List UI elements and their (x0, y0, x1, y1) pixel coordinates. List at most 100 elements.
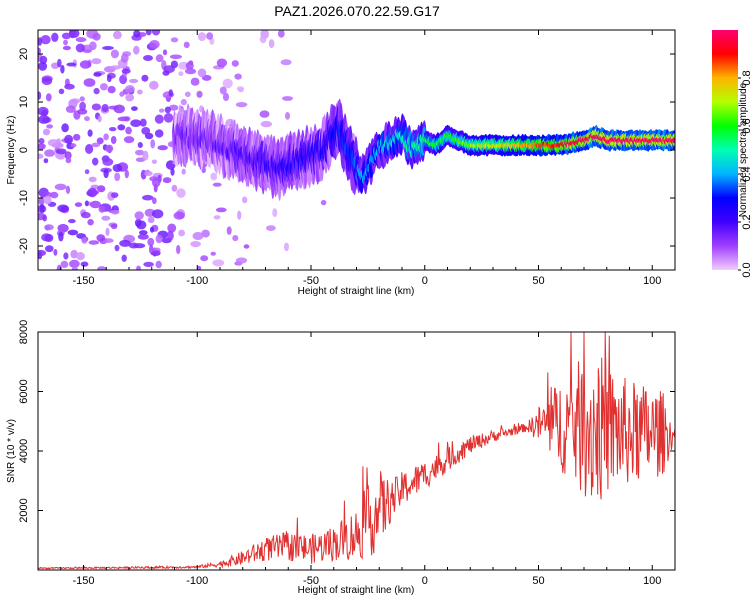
heatmap-noise-cell (111, 192, 119, 199)
heatmap-noise-cell (69, 259, 80, 268)
heatmap-noise-cell (180, 98, 187, 106)
x-tick-label: -50 (303, 275, 319, 287)
x-tick-label: 100 (643, 575, 661, 587)
heatmap-noise-cell (93, 72, 102, 77)
heatmap-noise-cell (242, 196, 248, 204)
heatmap-noise-cell (100, 83, 108, 91)
heatmap-noise-cell (50, 191, 59, 199)
heatmap-noise-cell (237, 210, 242, 220)
heatmap-noise-cell (58, 88, 65, 95)
heatmap-noise-cell (176, 188, 186, 198)
heatmap-noise-cell (70, 143, 77, 148)
heatmap-noise-cell (121, 53, 129, 63)
heatmap-noise-cell (125, 126, 132, 135)
heatmap-noise-cell (40, 35, 51, 45)
heatmap-noise-cell (113, 104, 125, 114)
heatmap-noise-cell (171, 184, 178, 192)
heatmap-noise-cell (53, 249, 58, 256)
colorbar-tick-label: 0.6 (741, 118, 750, 133)
y-tick-label: 8000 (18, 320, 30, 344)
heatmap-noise-cell (121, 68, 131, 74)
heatmap-noise-cell (80, 211, 91, 219)
heatmap-noise-cell (232, 235, 239, 242)
heatmap-noise-cell (190, 241, 201, 248)
heatmap-noise-cell (96, 234, 106, 242)
heatmap-noise-cell (43, 195, 52, 205)
heatmap-noise-cell (141, 126, 151, 135)
heatmap-noise-cell (66, 62, 77, 67)
heatmap-noise-cell (77, 108, 88, 115)
heatmap-noise-cell (44, 234, 54, 242)
heatmap-noise-cell (213, 215, 221, 220)
snr-y-label: SNR (10 * v/v) (6, 419, 17, 483)
heatmap-noise-cell (119, 74, 128, 85)
heatmap-noise-cell (260, 120, 272, 128)
heatmap-noise-cell (135, 157, 146, 162)
heatmap-noise-cell (129, 78, 139, 84)
heatmap-noise-cell (133, 45, 140, 55)
heatmap-noise-cell (110, 136, 117, 144)
heatmap-noise-cell (103, 168, 109, 179)
heatmap-noise-cell (60, 260, 69, 268)
heatmap-noise-cell (45, 245, 54, 253)
heatmap-noise-cell (206, 32, 214, 40)
heatmap-noise-cell (155, 54, 164, 63)
heatmap-noise-cell (106, 74, 112, 83)
heatmap-noise-cell (103, 133, 109, 141)
heatmap-noise-cell (87, 219, 94, 226)
heatmap-noise-cell (149, 40, 160, 49)
heatmap-noise-cell (61, 123, 69, 133)
heatmap-noise-cell (113, 30, 122, 40)
heatmap-noise-cell (65, 185, 71, 194)
heatmap-noise-cell (97, 266, 107, 270)
heatmap-noise-cell (144, 170, 153, 177)
snr-x-ticks: -150 -100 -50 0 50 100 (37, 332, 676, 587)
heatmap-noise-cell (81, 237, 88, 244)
heatmap-noise-cell (210, 251, 216, 256)
heatmap-noise-cell (259, 110, 270, 118)
heatmap-noise-cell (109, 127, 117, 132)
heatmap-noise-cell (266, 225, 276, 232)
x-tick-label: 0 (422, 275, 428, 287)
heatmap-noise-cell (43, 158, 49, 164)
heatmap-noise-cell (151, 30, 161, 36)
heatmap-noise-cell (38, 37, 43, 46)
heatmap-noise-cell (57, 58, 62, 68)
heatmap-noise-cell (102, 46, 114, 50)
colorbar-tick-label: 0.4 (741, 166, 750, 181)
heatmap-noise-cell (84, 169, 90, 175)
heatmap-noise-cell (135, 149, 145, 156)
heatmap-noise-cell (197, 265, 202, 270)
heatmap-noise-cell (87, 190, 99, 195)
heatmap-noise-cell (38, 47, 41, 55)
x-tick-label: -150 (72, 575, 94, 587)
heatmap-noise-cell (222, 92, 230, 102)
heatmap-noise-cell (149, 80, 159, 90)
spectrogram-x-ticks: -150 -100 -50 0 50 100 (37, 30, 676, 287)
heatmap-noise-cell (210, 172, 218, 181)
heatmap-noise-cell (47, 139, 60, 147)
colorbar: 0.0 0.2 0.4 0.6 0.8 Normalized spectral ampl… (712, 30, 750, 278)
heatmap-noise-cell (231, 60, 239, 67)
y-tick-label: 6000 (18, 379, 30, 403)
heatmap-noise-cell (75, 37, 87, 43)
heatmap-noise-cell (149, 226, 155, 233)
heatmap-noise-cell (181, 168, 186, 175)
heatmap-noise-cell (176, 244, 181, 255)
x-tick-label: 100 (643, 275, 661, 287)
heatmap-noise-cell (89, 200, 101, 209)
heatmap-noise-cell (92, 32, 101, 41)
heatmap-noise-cell (142, 150, 149, 161)
heatmap-noise-cell (54, 183, 67, 191)
heatmap-noise-cell (125, 93, 135, 102)
heatmap-noise-cell (152, 177, 161, 188)
heatmap-noise-cell (280, 59, 292, 66)
colorbar-label: Normalized spectral amplitude (738, 82, 749, 217)
heatmap-noise-cell (38, 61, 48, 71)
heatmap-noise-cell (63, 39, 68, 46)
y-tick-label: 4000 (18, 439, 30, 463)
heatmap-noise-cell (131, 106, 138, 111)
heatmap-noise-cell (38, 106, 49, 116)
heatmap-noise-cell (38, 153, 44, 159)
